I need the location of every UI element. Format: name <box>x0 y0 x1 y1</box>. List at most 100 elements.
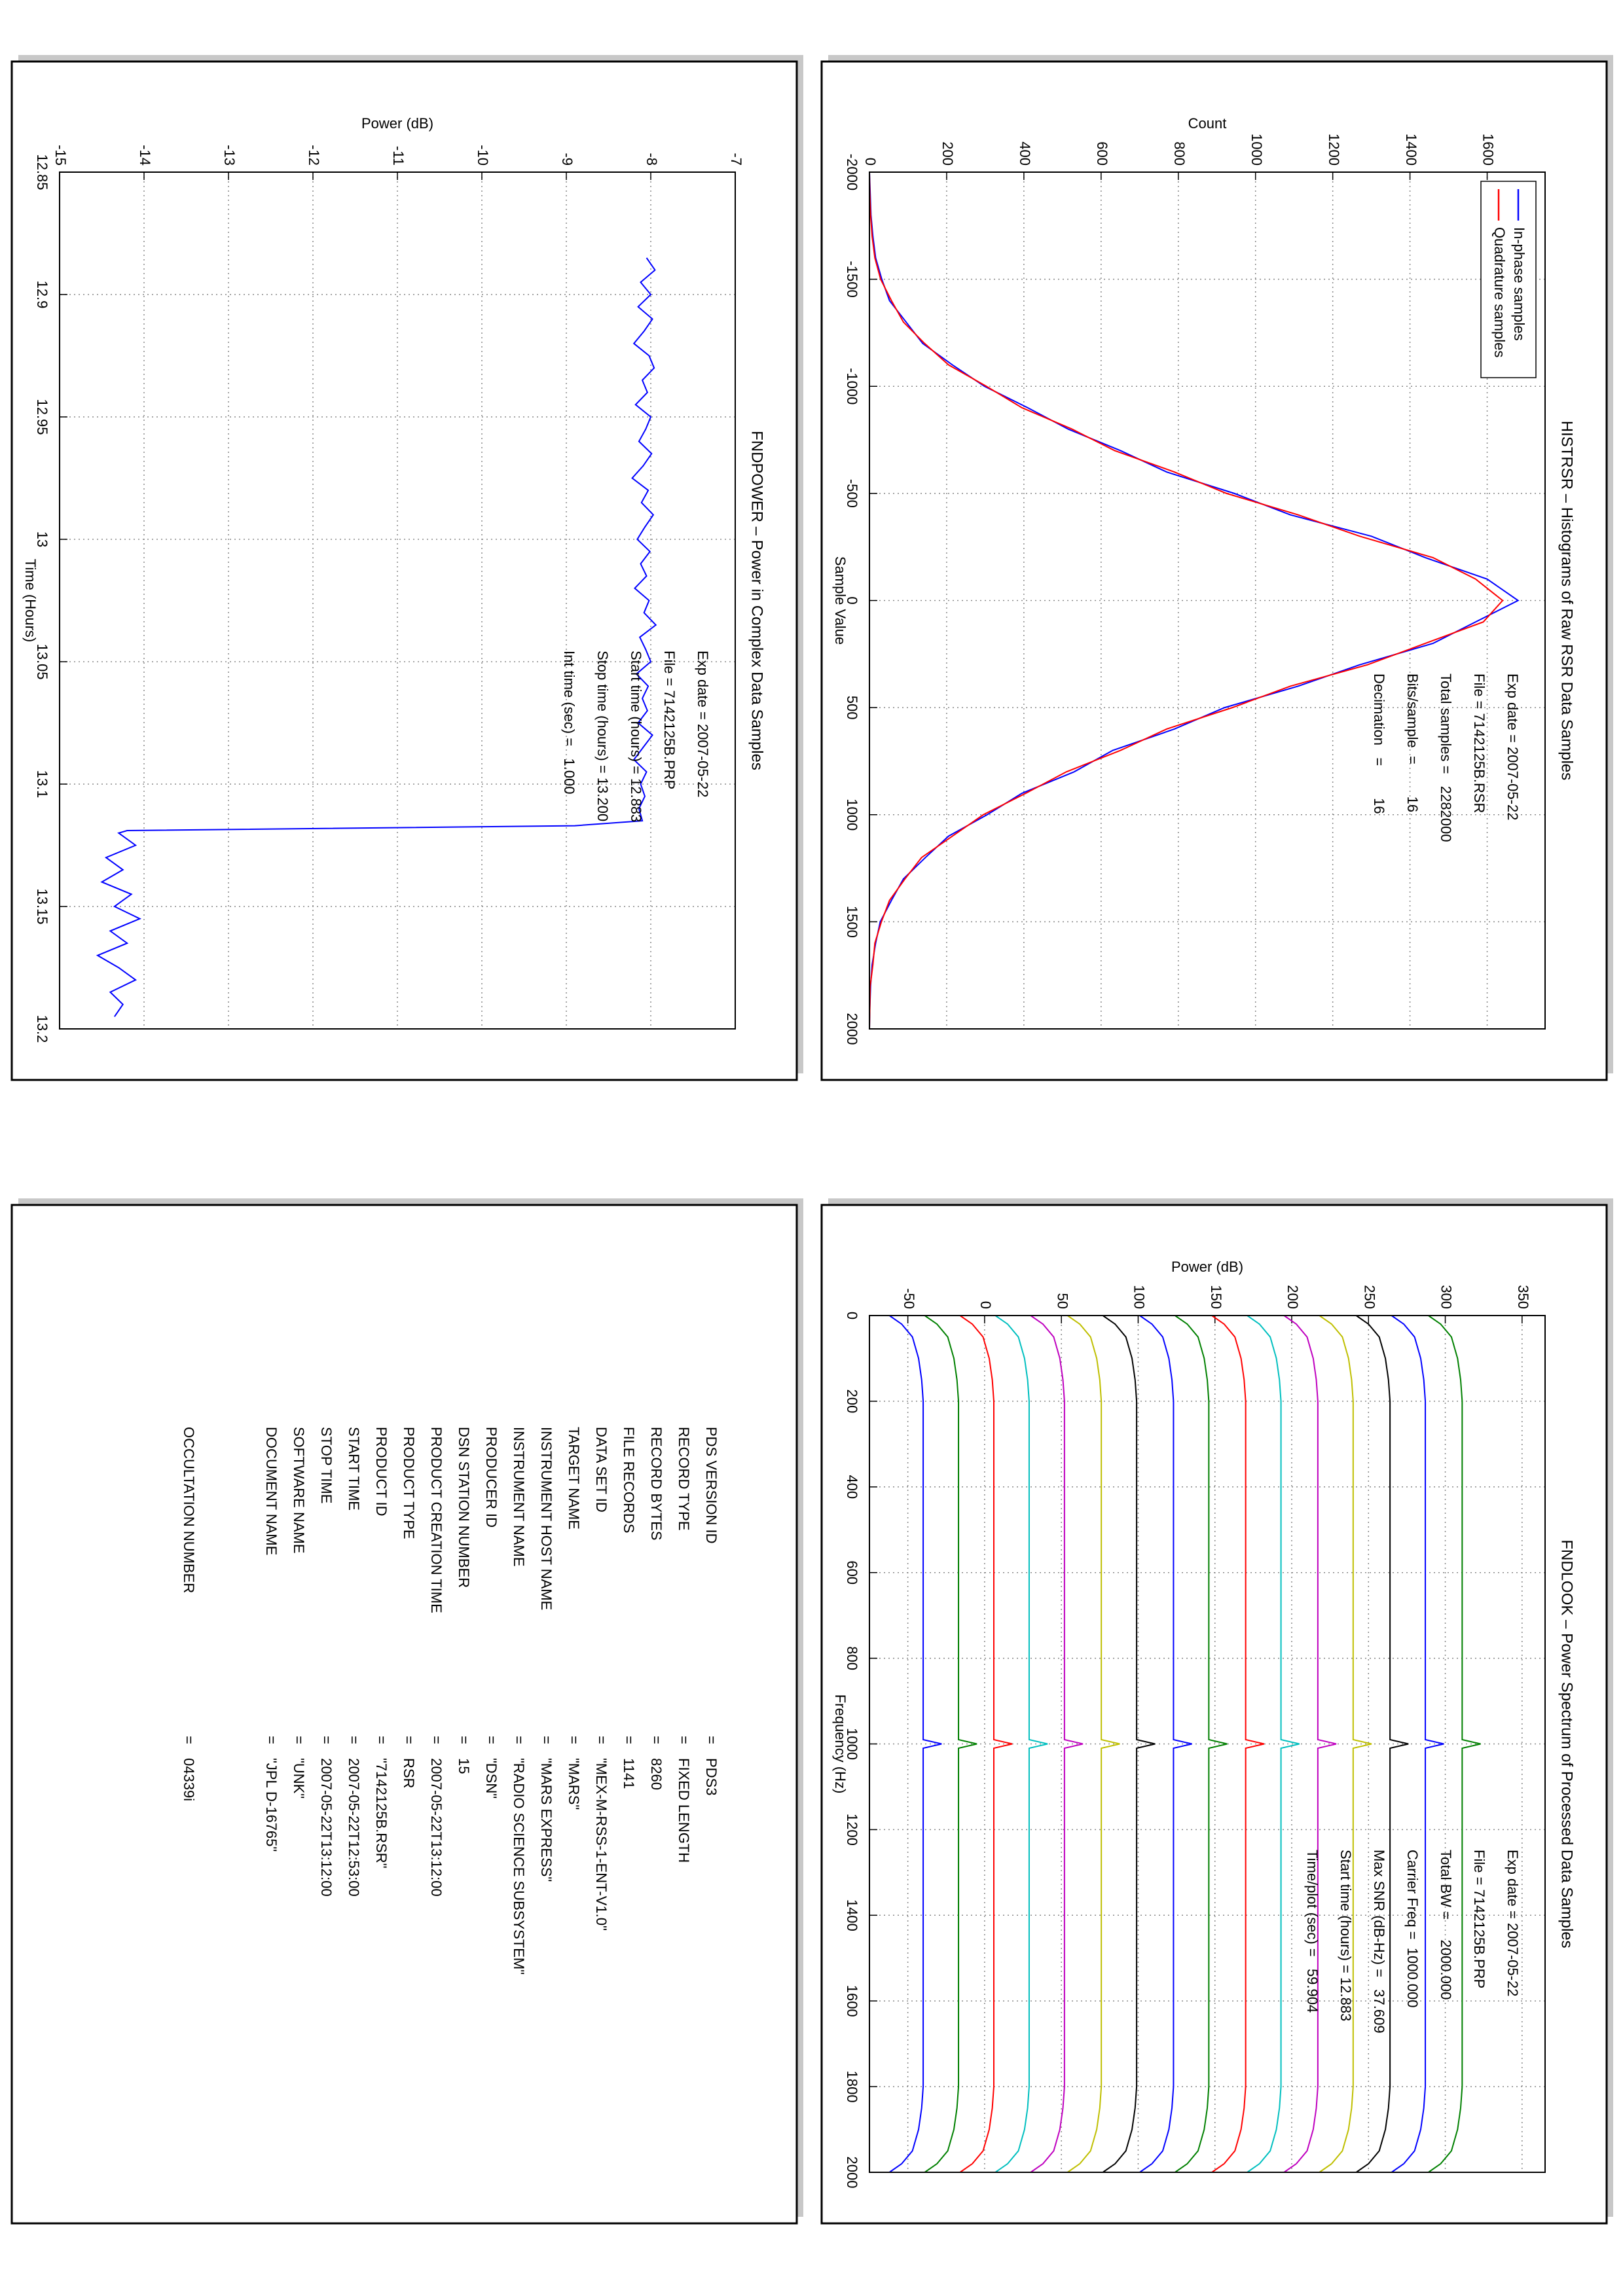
y-tick-label: -9 <box>559 152 575 166</box>
label-separator: = <box>676 1736 692 1744</box>
x-tick-label: 1000 <box>844 798 860 831</box>
label-separator: = <box>401 1736 417 1744</box>
x-axis-label: Frequency (Hz) <box>832 1695 848 1794</box>
label-separator: = <box>428 1736 445 1744</box>
x-tick-label: 0 <box>844 1312 860 1319</box>
y-tick-label: 150 <box>1208 1285 1224 1309</box>
panel-content: PDS VERSION ID = PDS3 RECORD TYPE = FIXED LEN… <box>181 1427 720 1975</box>
label-value: 2007-05-22T13:12:00 <box>318 1758 335 1897</box>
label-separator: = <box>373 1736 390 1744</box>
x-tick-label: 1500 <box>844 906 860 938</box>
label-key: DATA SET ID <box>593 1427 610 1513</box>
label-key: INSTRUMENT NAME <box>511 1427 527 1567</box>
y-tick-label: -7 <box>728 152 744 166</box>
annotation: Time/plot (sec) = 59.904 <box>1304 1850 1321 2013</box>
y-tick-label: 1200 <box>1326 134 1342 166</box>
annotation: Start time (hours) = 12.883 <box>1338 1850 1354 2021</box>
annotation: Bits/sample = 16 <box>1404 673 1421 812</box>
label-value: "RADIO SCIENCE SUBSYSTEM" <box>511 1758 527 1975</box>
x-tick-label: 1800 <box>844 2071 860 2103</box>
legend-label: In-phase samples <box>1511 227 1527 341</box>
series-line <box>959 1315 1013 2173</box>
label-key: START TIME <box>346 1427 362 1511</box>
label-value: "MARS" <box>566 1758 582 1810</box>
y-tick-label: -50 <box>901 1288 917 1309</box>
x-tick-label: 13.15 <box>34 888 50 924</box>
x-tick-label: 13.1 <box>34 770 50 798</box>
label-separator: = <box>318 1736 335 1744</box>
legend-box <box>1480 181 1537 378</box>
series-line <box>1428 1315 1481 2173</box>
label-key: FILE RECORDS <box>621 1427 637 1534</box>
label-value: FIXED LENGTH <box>676 1758 692 1863</box>
axis-box <box>59 171 736 1030</box>
series-line <box>1283 1315 1337 2173</box>
x-axis-label: Sample Value <box>832 556 848 645</box>
annotation: Int time (sec) = 1.000 <box>561 651 577 794</box>
y-tick-label: -15 <box>52 145 69 166</box>
x-tick-label: -2000 <box>844 154 860 190</box>
panel-content: 12.85 12.9 12.95 13 13.05 13.1 13.15 13.2 -15 -14… <box>22 115 765 1043</box>
label-separator: = <box>538 1736 555 1744</box>
label-key: TARGET NAME <box>566 1427 582 1530</box>
y-tick-label: 0 <box>862 158 879 166</box>
series-line <box>1355 1315 1409 2173</box>
annotation: File = 7142125B.RSR <box>1471 673 1487 813</box>
series-line <box>1139 1315 1192 2173</box>
y-tick-label: 300 <box>1438 1285 1455 1309</box>
label-separator: = <box>263 1736 280 1744</box>
y-tick-label: 400 <box>1017 141 1033 166</box>
y-tick-label: 350 <box>1515 1285 1531 1309</box>
y-tick-label: -8 <box>644 152 660 166</box>
series-line <box>994 1315 1048 2173</box>
axis-box <box>869 171 1546 1030</box>
x-tick-label: 12.9 <box>34 281 50 309</box>
label-separator: = <box>566 1736 582 1744</box>
x-tick-label: 12.95 <box>34 399 50 435</box>
label-key: DSN STATION NUMBER <box>456 1427 472 1588</box>
x-tick-label: -1500 <box>844 260 860 297</box>
label-separator: = <box>483 1736 500 1744</box>
label-value: 04339i <box>181 1758 197 1801</box>
label-separator: = <box>621 1736 637 1744</box>
series-line <box>888 1315 942 2173</box>
series-line <box>1102 1315 1156 2173</box>
panel-content: -2000 -1500 -1000 -500 0 500 1000 1500 2000 0 200 4… <box>832 115 1575 1045</box>
annotation: Start time (hours) = 12.883 <box>628 651 644 822</box>
label-separator: = <box>456 1736 472 1744</box>
x-tick-label: 12.85 <box>34 154 50 190</box>
annotation: Stop time (hours) = 13.200 <box>594 651 611 821</box>
x-tick-label: -1000 <box>844 368 860 404</box>
y-tick-label: 800 <box>1171 141 1188 166</box>
x-tick-label: 1400 <box>844 1899 860 1931</box>
label-key: PRODUCER ID <box>483 1427 500 1528</box>
annotation: Decimation = 16 <box>1371 673 1387 814</box>
x-tick-label: 0 <box>844 596 860 604</box>
label-key: SOFTWARE NAME <box>291 1427 307 1554</box>
y-axis-label: Count <box>1188 115 1227 132</box>
x-tick-label: 600 <box>844 1560 860 1585</box>
panel-content: 0200400600800100012001400160018002000-50… <box>832 1259 1575 2189</box>
label-key: RECORD TYPE <box>676 1427 692 1531</box>
x-tick-label: 2000 <box>844 1013 860 1045</box>
annotation: Total BW = 2000.000 <box>1438 1850 1454 2000</box>
label-value: "MARS EXPRESS" <box>538 1758 555 1882</box>
annotation: Max SNR (dB-Hz) = 37.609 <box>1371 1850 1387 2034</box>
plot-area <box>869 1316 1545 2172</box>
label-value: RSR <box>401 1758 417 1788</box>
y-tick-label: 0 <box>977 1301 994 1309</box>
x-axis-label: Time (Hours) <box>22 559 39 643</box>
label-separator: = <box>291 1736 307 1744</box>
label-value: 2007-05-22T12:53:00 <box>346 1758 362 1897</box>
label-value: "DSN" <box>483 1758 500 1799</box>
label-key: PRODUCT ID <box>373 1427 390 1516</box>
chart-title: FNDLOOK – Power Spectrum of Processed Da… <box>1558 1539 1576 1948</box>
y-tick-label: 1000 <box>1249 134 1265 166</box>
y-tick-label: 100 <box>1131 1285 1148 1309</box>
x-tick-label: 800 <box>844 1646 860 1670</box>
annotation: Exp date = 2007-05-22 <box>1504 1850 1521 1996</box>
chart-title: FNDPOWER – Power in Complex Data Samples <box>748 431 766 770</box>
label-separator: = <box>181 1736 197 1744</box>
annotation: File = 7142125B.PRP <box>1471 1850 1487 1988</box>
